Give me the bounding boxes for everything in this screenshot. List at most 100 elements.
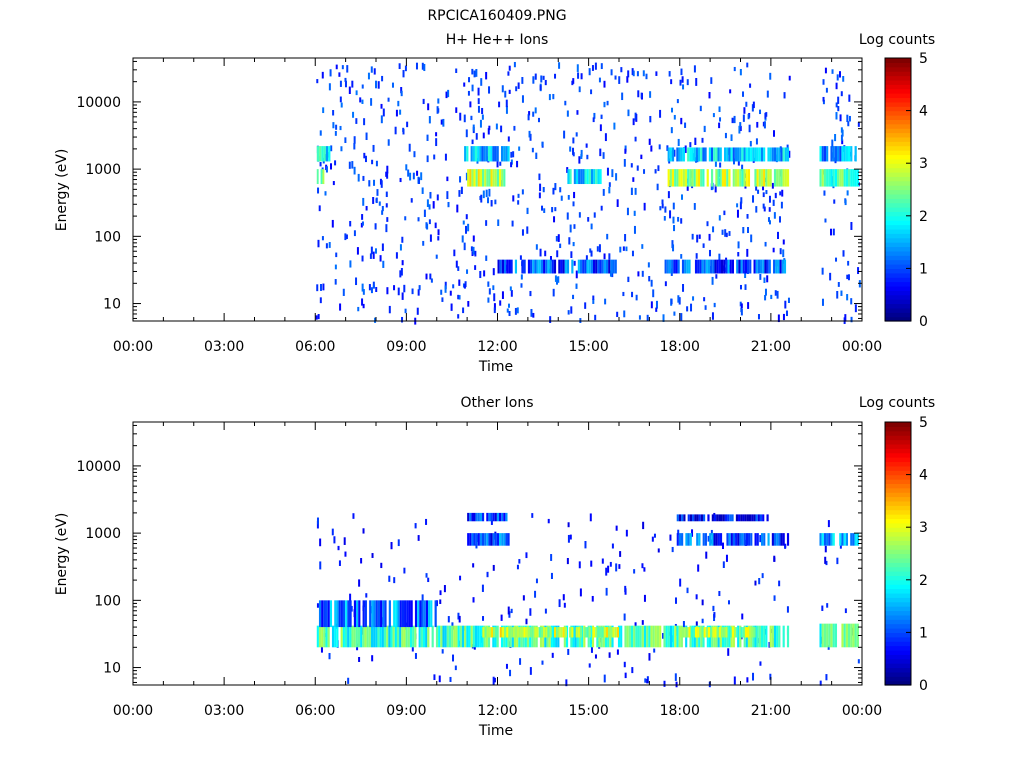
data-pixel [647,262,650,268]
data-cell [823,146,827,162]
data-cell [843,169,846,187]
data-pixel [686,184,689,191]
data-pixel [342,288,345,296]
colorbar-step [885,422,911,427]
data-cell [763,625,766,648]
data-cell [784,147,787,162]
data-cell [692,627,695,638]
data-cell [567,169,570,185]
data-cell [742,514,745,522]
data-pixel [566,110,569,117]
data-pixel [472,246,475,255]
data-pixel [490,519,493,525]
data-cell [487,146,491,162]
data-pixel [701,137,704,143]
data-pixel [361,214,364,220]
data-cell [501,169,504,187]
data-cell [692,514,695,522]
data-pixel [605,567,608,576]
data-pixel [328,242,331,248]
data-pixel [614,75,617,80]
data-pixel [739,125,742,132]
data-pixel [492,564,495,571]
data-pixel [743,107,746,114]
data-pixel [316,603,319,608]
colorbar-step [885,562,911,568]
data-pixel [591,595,594,602]
colorbar-step [885,316,911,322]
data-cell [318,625,322,648]
data-pixel [528,130,531,138]
data-cell [597,169,600,185]
x-tick-label: 15:00 [568,339,608,355]
data-cell [747,259,750,274]
colorbar-step [885,75,911,81]
data-cell [569,169,572,185]
data-pixel [673,311,676,316]
data-pixel [474,250,477,257]
data-pixel [334,160,337,166]
data-cell [538,259,541,274]
data-pixel [837,106,840,112]
data-cell [819,623,822,648]
data-cell [614,627,617,638]
data-pixel [608,182,611,187]
data-pixel [508,65,511,71]
data-cell [530,627,533,638]
data-cell [492,533,495,546]
data-pixel [335,64,338,70]
data-pixel [416,170,419,176]
data-pixel [759,109,762,115]
data-cell [531,625,534,648]
data-pixel [349,260,352,268]
data-pixel [411,647,414,652]
data-cell [850,533,853,546]
data-pixel [579,588,582,597]
colorbar-step [885,66,911,72]
data-pixel [788,75,791,81]
data-pixel [631,250,634,257]
data-pixel [824,218,827,223]
data-pixel [518,559,521,564]
data-pixel [608,253,611,260]
data-cell [699,259,702,274]
data-cell [560,259,563,274]
data-pixel [341,65,344,70]
colorbar-step [885,487,911,493]
data-pixel [690,303,693,312]
data-cell [678,169,681,187]
data-pixel [376,189,379,196]
data-pixel [429,191,432,199]
data-cell [373,600,376,628]
data-pixel [450,303,453,311]
data-cell [834,623,838,648]
data-cell [484,169,487,187]
data-pixel [319,284,322,291]
data-pixel [689,142,692,148]
data-pixel [772,199,775,206]
data-cell [756,169,759,187]
data-pixel [822,79,825,85]
data-pixel [400,267,403,276]
data-pixel [554,207,557,212]
data-pixel [370,66,373,73]
data-pixel [642,70,645,77]
data-cell [519,627,522,638]
data-pixel [338,72,341,77]
data-cell [617,625,621,648]
data-pixel [674,597,677,604]
data-pixel [554,183,557,191]
data-pixel [697,564,700,572]
data-cell [628,625,631,648]
data-pixel [465,225,468,234]
data-pixel [407,169,410,177]
data-pixel [562,594,565,601]
data-cell [729,514,732,522]
data-cell [821,169,824,187]
data-pixel [319,130,322,136]
data-cell [671,259,674,274]
data-cell [566,259,570,274]
data-pixel [483,270,486,277]
data-cell [694,259,698,274]
data-cell [819,146,822,162]
